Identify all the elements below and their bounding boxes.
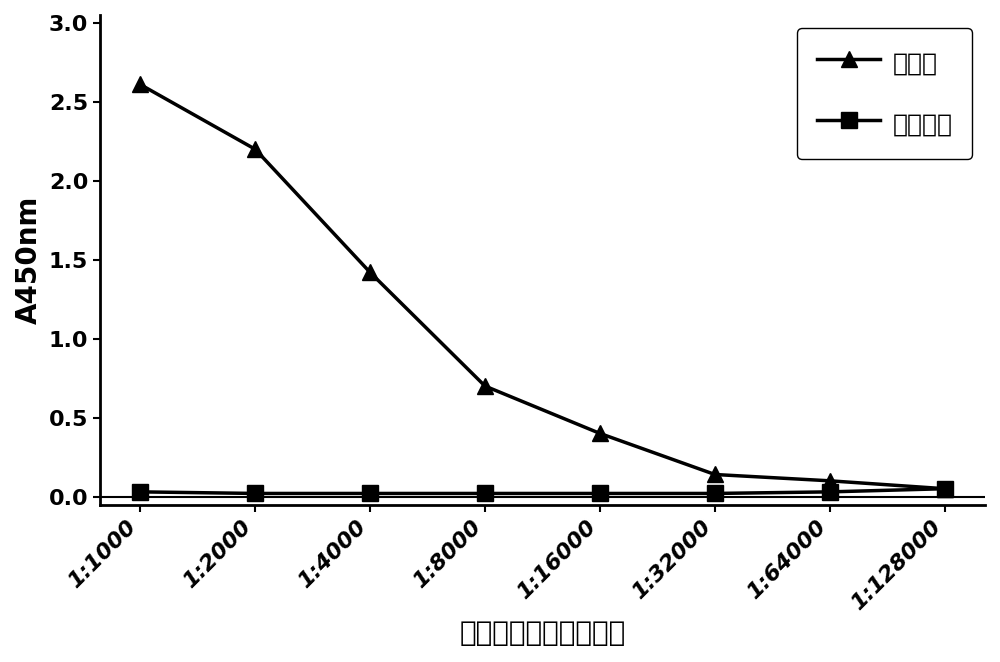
空白血清	[249, 489, 261, 497]
抗血清	[479, 382, 491, 390]
抗血清	[134, 81, 146, 89]
空白血清	[709, 489, 721, 497]
空白血清	[364, 489, 376, 497]
抗血清	[709, 471, 721, 479]
Legend: 抗血清, 空白血清: 抗血清, 空白血清	[797, 28, 972, 158]
抗血清	[364, 268, 376, 276]
空白血清	[824, 488, 836, 496]
抗血清	[249, 145, 261, 153]
Line: 抗血清: 抗血清	[133, 77, 952, 496]
空白血清	[479, 489, 491, 497]
空白血清	[594, 489, 606, 497]
抗血清	[824, 477, 836, 485]
Y-axis label: A450nm: A450nm	[15, 195, 43, 324]
抗血清	[939, 485, 951, 493]
抗血清	[594, 430, 606, 438]
X-axis label: 抗体效价（稀释倍数）: 抗体效价（稀释倍数）	[459, 619, 626, 647]
空白血清	[939, 485, 951, 493]
空白血清	[134, 488, 146, 496]
Line: 空白血清: 空白血清	[133, 481, 952, 501]
